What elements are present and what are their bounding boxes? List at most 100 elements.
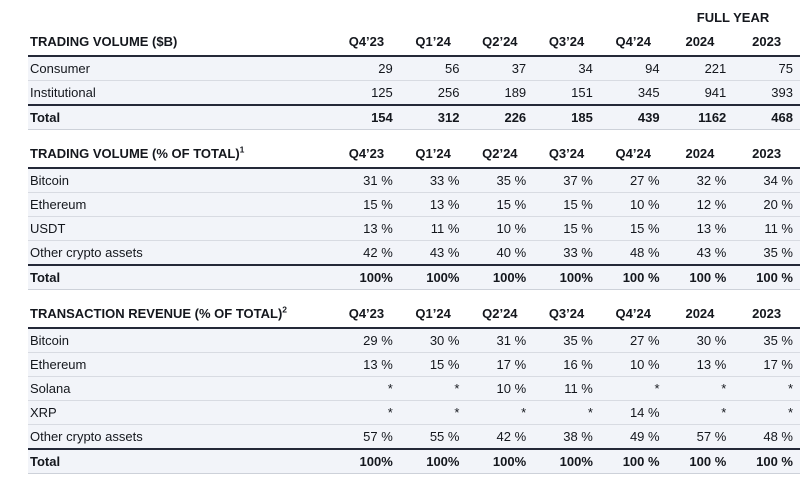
section-header-row: TRANSACTION REVENUE (% OF TOTAL)2 Q4’23 Q1…	[28, 300, 800, 329]
cell-value: 37	[466, 56, 534, 81]
cell-value: 12 %	[666, 192, 734, 217]
cell-value: 30 %	[399, 328, 467, 353]
cell-value: 43 %	[399, 240, 467, 266]
cell-value: 100 %	[599, 448, 667, 474]
section-title: TRANSACTION REVENUE (% OF TOTAL)	[30, 306, 283, 321]
table-row: XRP * * * * 14 % * *	[28, 400, 800, 425]
section-header-row: TRADING VOLUME (% OF TOTAL)1 Q4’23 Q1’24 Q2…	[28, 140, 800, 169]
cell-value: 42 %	[466, 424, 534, 450]
row-label: Institutional	[28, 80, 334, 106]
cell-value: 29	[333, 56, 400, 81]
column-header: 2023	[733, 140, 800, 169]
table-row: Other crypto assets 57 % 55 % 42 % 38 % 49 % 5…	[28, 424, 800, 450]
column-header: 2024	[666, 28, 734, 57]
cell-value: 100 %	[666, 264, 734, 290]
cell-value: 13 %	[333, 216, 400, 241]
cell-value: 11 %	[399, 216, 467, 241]
cell-value: 11 %	[533, 376, 600, 401]
column-header: Q1’24	[399, 300, 467, 329]
row-label: Bitcoin	[28, 168, 334, 193]
cell-value: 100 %	[599, 264, 667, 290]
section-title: TRADING VOLUME (% OF TOTAL)	[30, 146, 240, 161]
section-table: TRADING VOLUME (% OF TOTAL)1 Q4’23 Q1’24 Q2…	[28, 140, 800, 290]
cell-value: 31 %	[333, 168, 400, 193]
cell-value: *	[399, 400, 467, 425]
column-header: Q4’24	[599, 300, 667, 329]
cell-value: 15 %	[399, 352, 467, 377]
row-label: Other crypto assets	[28, 424, 334, 450]
row-label: USDT	[28, 216, 334, 241]
cell-value: 100%	[399, 448, 467, 474]
cell-value: 75	[733, 56, 800, 81]
cell-value: 15 %	[533, 216, 600, 241]
column-header: Q4’23	[333, 140, 400, 169]
cell-value: *	[333, 400, 400, 425]
section-table: TRADING VOLUME ($B) Q4’23 Q1’24 Q2’24 Q3’24 Q…	[28, 28, 800, 130]
total-row: Total 154 312 226 185 439 1162 468	[28, 104, 800, 130]
row-label: Solana	[28, 376, 334, 401]
cell-value: 312	[399, 104, 467, 130]
cell-value: 189	[466, 80, 534, 106]
cell-value: 35 %	[733, 240, 800, 266]
cell-value: 32 %	[666, 168, 734, 193]
cell-value: 100%	[533, 264, 600, 290]
cell-value: 55 %	[399, 424, 467, 450]
cell-value: 10 %	[599, 192, 667, 217]
column-header: Q1’24	[399, 28, 467, 57]
cell-value: 48 %	[599, 240, 667, 266]
cell-value: *	[533, 400, 600, 425]
section-title-cell: TRADING VOLUME (% OF TOTAL)1	[28, 140, 334, 169]
cell-value: 15 %	[533, 192, 600, 217]
section-title-cell: TRANSACTION REVENUE (% OF TOTAL)2	[28, 300, 334, 329]
cell-value: 27 %	[599, 328, 667, 353]
cell-value: 16 %	[533, 352, 600, 377]
cell-value: 100%	[333, 264, 400, 290]
cell-value: *	[666, 400, 734, 425]
row-label: Total	[28, 448, 334, 474]
table-row: Institutional 125 256 189 151 345 941 393	[28, 80, 800, 106]
cell-value: 35 %	[733, 328, 800, 353]
cell-value: 345	[599, 80, 667, 106]
cell-value: *	[333, 376, 400, 401]
column-header: 2023	[733, 28, 800, 57]
cell-value: 94	[599, 56, 667, 81]
section-table: TRANSACTION REVENUE (% OF TOTAL)2 Q4’23 Q1…	[28, 300, 800, 474]
column-header: Q4’23	[333, 28, 400, 57]
row-label: Ethereum	[28, 352, 334, 377]
cell-value: *	[399, 376, 467, 401]
table-row: Solana * * 10 % 11 % * * *	[28, 376, 800, 401]
section-title: TRADING VOLUME ($B)	[30, 34, 178, 49]
cell-value: 185	[533, 104, 600, 130]
section-header-row: TRADING VOLUME ($B) Q4’23 Q1’24 Q2’24 Q3’24 Q…	[28, 28, 800, 57]
cell-value: 10 %	[466, 216, 534, 241]
row-label: Total	[28, 104, 334, 130]
column-header: Q2’24	[466, 28, 534, 57]
column-header: Q2’24	[466, 300, 534, 329]
cell-value: 13 %	[333, 352, 400, 377]
section-title-cell: TRADING VOLUME ($B)	[28, 28, 334, 57]
cell-value: 13 %	[399, 192, 467, 217]
cell-value: 256	[399, 80, 467, 106]
cell-value: *	[599, 376, 667, 401]
table-row: Other crypto assets 42 % 43 % 40 % 33 % 48 % 4…	[28, 240, 800, 266]
full-year-label: FULL YEAR	[696, 10, 770, 25]
column-header: 2024	[666, 140, 734, 169]
cell-value: 15 %	[599, 216, 667, 241]
cell-value: 34 %	[733, 168, 800, 193]
cell-value: *	[466, 400, 534, 425]
cell-value: 38 %	[533, 424, 600, 450]
cell-value: 43 %	[666, 240, 734, 266]
cell-value: 1162	[666, 104, 734, 130]
total-row: Total 100% 100% 100% 100% 100 % 100 % 100 %	[28, 264, 800, 290]
column-header: Q3’24	[533, 28, 600, 57]
cell-value: 226	[466, 104, 534, 130]
cell-value: 439	[599, 104, 667, 130]
cell-value: 48 %	[733, 424, 800, 450]
cell-value: 14 %	[599, 400, 667, 425]
column-header: Q1’24	[399, 140, 467, 169]
financial-summary-page: FULL YEAR TRADING VOLUME ($B) Q4’23 Q1’24 Q…	[28, 10, 800, 474]
column-header: 2024	[666, 300, 734, 329]
cell-value: *	[666, 376, 734, 401]
column-header: 2023	[733, 300, 800, 329]
section-title-superscript: 2	[282, 304, 288, 315]
